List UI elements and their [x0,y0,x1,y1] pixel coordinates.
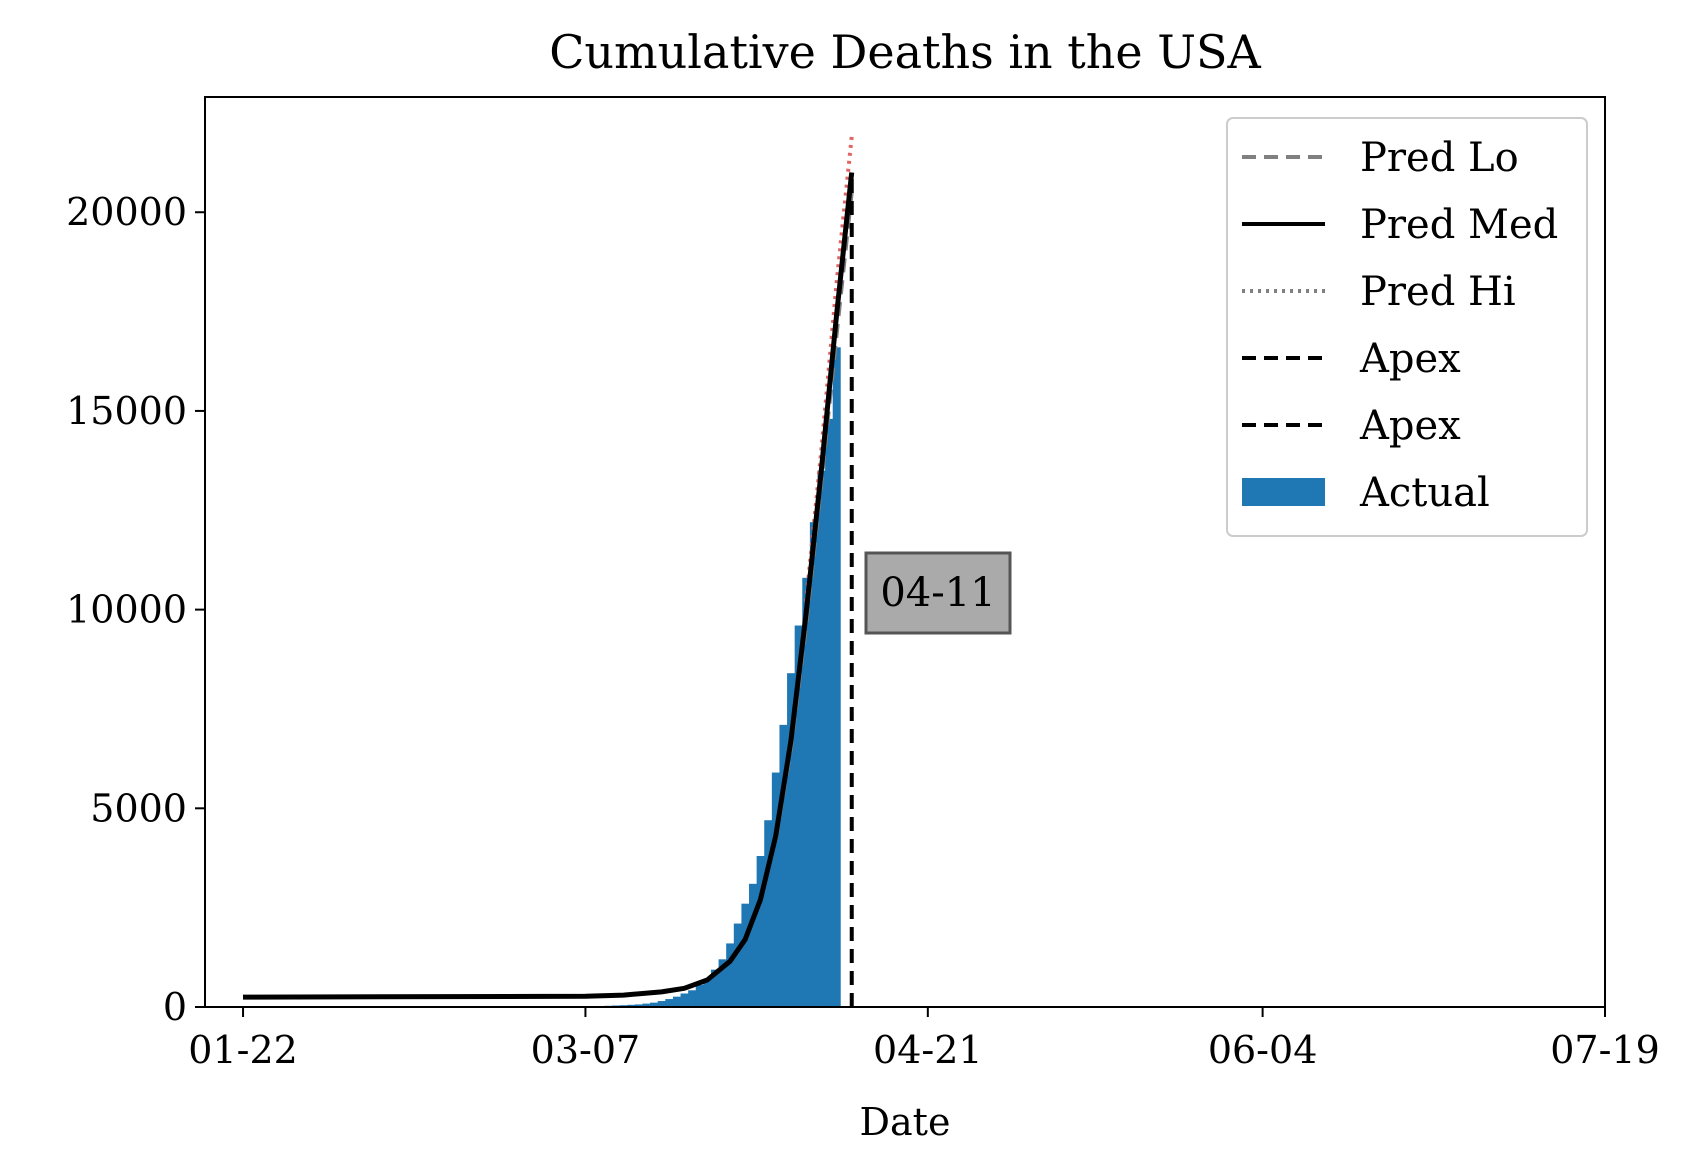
actual-bar [779,724,788,1007]
legend-item: Pred Med [1242,202,1558,248]
x-tick-label: 01-22 [188,1028,298,1072]
actual-bar [642,1003,651,1007]
actual-bar [627,1004,636,1007]
actual-bar [657,1001,666,1007]
x-axis-label: Date [860,1100,951,1144]
actual-bar [794,625,803,1007]
actual-bar [771,772,780,1007]
x-tick-label: 07-19 [1550,1028,1660,1072]
apex-annotation-box [864,551,1012,635]
legend-label: Apex [1359,403,1461,449]
apex-annotation-text: 04-11 [880,570,995,616]
actual-bar [650,1002,659,1007]
legend-item: Pred Lo [1242,135,1519,181]
legend-item: Apex [1242,403,1461,449]
actual-bar [665,999,674,1007]
y-tick-label: 5000 [90,786,187,830]
y-tick-label: 15000 [66,389,187,433]
x-tick-label: 06-04 [1208,1028,1318,1072]
actual-bar [756,855,765,1007]
actual-bar [733,923,742,1007]
actual-bar [688,990,697,1007]
legend: Pred Lo Pred Med Pred Hi Apex Apex Actual [1226,117,1588,537]
series-line-pred-hi [804,136,854,602]
chart-title: Cumulative Deaths in the USA [549,25,1261,79]
series-line-pred-med [242,172,855,1000]
actual-bar [680,993,689,1007]
legend-label: Actual [1359,470,1490,516]
actual-bar [832,347,841,1007]
legend-label: Pred Lo [1360,135,1519,181]
apex-annotation: 04-11 [864,551,1012,635]
legend-label: Pred Med [1360,202,1558,248]
actual-bar [787,673,796,1007]
legend-label: Pred Hi [1360,269,1516,315]
actual-bar [764,820,773,1007]
prediction-lines [242,136,855,1000]
legend-item: Apex [1242,336,1461,382]
y-tick-label: 20000 [66,190,187,234]
actual-bar [703,979,712,1007]
plot-area [204,96,1606,1008]
x-tick-label: 04-21 [873,1028,983,1072]
actual-bar [809,522,818,1007]
actual-bar [718,959,727,1007]
actual-bar [825,418,834,1008]
x-tick-label: 03-07 [531,1028,641,1072]
actual-bar [695,984,704,1007]
y-axis: 0 5000 10000 15000 20000 [66,190,205,1029]
legend-item: Actual [1242,470,1490,516]
actual-bar [710,969,719,1007]
actual-bar [741,903,750,1007]
actual-bar [672,996,681,1007]
y-tick-label: 10000 [66,588,187,632]
actual-bar [817,470,826,1007]
legend-item: Pred Hi [1242,269,1516,315]
actual-bar [802,577,811,1007]
plot-frame [204,96,1606,1008]
actual-bar [726,943,735,1007]
y-tick-label: 0 [163,985,187,1029]
actual-bar [749,883,758,1007]
actual-bars [604,347,841,1008]
legend-label: Apex [1359,336,1461,382]
legend-swatch [1242,478,1325,506]
x-axis: 01-22 03-07 04-21 06-04 07-19 [188,1007,1660,1072]
actual-bar [634,1004,643,1007]
